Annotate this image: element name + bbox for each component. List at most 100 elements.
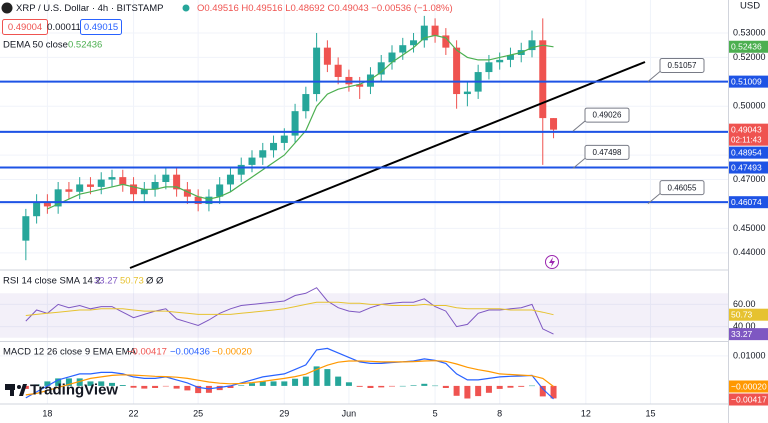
histogram-bar: [55, 378, 62, 386]
callout-leader: [572, 158, 586, 169]
buy-box[interactable]: [80, 19, 122, 35]
macd-title: MACD 12 26 close 9 EMA EMA: [3, 347, 137, 358]
histogram-bar: [281, 381, 288, 386]
histogram-bar: [302, 376, 309, 386]
grid: [0, 0, 728, 404]
y-tick-label: 0.45000: [733, 223, 766, 233]
axis-badge-label: 0.46074: [731, 197, 762, 207]
candle-body: [463, 91, 471, 95]
histogram-bar: [518, 385, 525, 387]
callout-label: 0.46055: [668, 183, 697, 192]
rsi-band: [0, 293, 728, 338]
histogram-bar: [507, 385, 514, 388]
series-line: [25, 360, 554, 396]
candle-body: [420, 25, 428, 41]
histogram-bar: [485, 385, 492, 393]
callout-label: 0.51057: [668, 61, 697, 70]
axis-badge-label: 0.48954: [731, 147, 762, 157]
candle-body: [506, 54, 514, 60]
axis-badge: [729, 40, 768, 53]
candle-body: [130, 184, 138, 195]
candle-body: [377, 62, 385, 75]
axis-badge: [729, 161, 768, 174]
candle-body: [76, 184, 84, 192]
candle-body: [194, 196, 202, 204]
histogram-bar: [356, 385, 363, 387]
histogram-bar: [33, 384, 40, 386]
histogram-bar: [130, 385, 137, 388]
histogram-bar: [464, 385, 471, 399]
y-tick-label: 0.53000: [733, 27, 766, 37]
y-tick-label: 0.52000: [733, 52, 766, 62]
candle-body: [302, 94, 310, 112]
candle-body: [205, 196, 213, 204]
candle-body: [140, 189, 148, 195]
candle-body: [86, 184, 94, 187]
currency[interactable]: USD: [740, 1, 760, 12]
histogram-bar: [141, 385, 148, 389]
candle-body: [345, 76, 353, 85]
axis-badge-label: 0.47493: [731, 162, 762, 172]
histogram-bar: [335, 376, 342, 386]
candle-body: [431, 25, 439, 36]
sell-box[interactable]: [2, 19, 48, 35]
candle-body: [248, 157, 256, 165]
histogram-bar: [259, 381, 266, 386]
axis-badge-label: 50.73: [731, 309, 753, 319]
candle-body: [280, 135, 288, 143]
axis-badge-label: 0.52436: [731, 42, 762, 52]
histogram-bar: [173, 385, 180, 389]
candle-body: [259, 150, 267, 158]
rsi-value: 33.27: [94, 276, 118, 287]
histogram-bar: [119, 385, 126, 386]
candle-body: [119, 177, 127, 185]
candle-body: [54, 189, 62, 207]
histogram-bar: [238, 385, 245, 386]
series-line: [25, 301, 554, 316]
candle-body: [442, 35, 450, 48]
brand: TradingView: [30, 381, 118, 398]
candle-body: [388, 52, 396, 63]
x-tick-label: 22: [129, 408, 139, 418]
histogram-bar: [195, 385, 202, 394]
histogram-bar: [550, 385, 557, 399]
callout-box: [584, 107, 630, 123]
candle-body: [108, 177, 116, 180]
histogram-bar: [539, 385, 546, 397]
trend-line: [129, 61, 646, 269]
candle-body: [216, 184, 224, 197]
histogram-bar: [378, 385, 385, 388]
macd-value: −0.00436: [170, 347, 210, 358]
y-tick-label: 0.47000: [733, 174, 766, 184]
axis-badge: [729, 123, 768, 146]
histogram-bar: [44, 381, 51, 386]
axis-badge: [729, 196, 768, 209]
histogram-bar: [453, 385, 460, 396]
sell-price[interactable]: 0.49004: [8, 22, 42, 33]
buy-price[interactable]: 0.49015: [84, 22, 118, 33]
callout-label: 0.47498: [593, 148, 622, 157]
axis-badge-label: 0.49043: [731, 124, 762, 134]
y-tick-label: 0.01000: [733, 350, 766, 360]
callout-label: 0.49026: [593, 111, 622, 120]
callout-box: [659, 180, 705, 196]
candle-body: [183, 189, 191, 197]
symbol-title: XRP / U.S. Dollar · 4h · BITSTAMP: [16, 3, 163, 14]
x-tick-label: 8: [497, 408, 502, 418]
histogram-bar: [442, 385, 449, 388]
candle-body: [173, 174, 181, 190]
axis-badge-label: 0.51009: [731, 76, 762, 86]
histogram-bar: [98, 381, 105, 386]
candle-body: [323, 47, 331, 65]
callout-leader: [647, 193, 661, 205]
histogram-bar: [496, 385, 503, 389]
histogram-bar: [152, 385, 159, 388]
histogram-bar: [529, 385, 535, 387]
candle-body: [270, 142, 278, 151]
rsi-title: RSI 14 close SMA 14 2: [3, 276, 101, 287]
histogram-bar: [432, 385, 439, 387]
axis-badge: [729, 393, 768, 406]
candle-body: [33, 201, 41, 217]
axis-badge: [729, 146, 768, 159]
histogram-bar: [87, 381, 94, 386]
